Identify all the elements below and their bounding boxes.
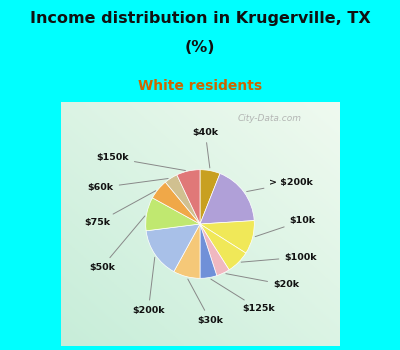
Wedge shape <box>165 175 200 224</box>
Text: White residents: White residents <box>138 79 262 93</box>
Text: $30k: $30k <box>188 279 223 324</box>
Text: $40k: $40k <box>192 128 218 168</box>
Text: > $200k: > $200k <box>247 178 313 191</box>
Wedge shape <box>200 224 246 270</box>
Text: $100k: $100k <box>241 253 317 262</box>
Wedge shape <box>174 224 200 278</box>
Text: $150k: $150k <box>96 153 186 170</box>
Text: City-Data.com: City-Data.com <box>238 114 302 123</box>
Text: $20k: $20k <box>226 274 299 289</box>
Wedge shape <box>200 224 229 276</box>
Wedge shape <box>177 170 200 224</box>
Wedge shape <box>200 170 220 224</box>
Wedge shape <box>152 182 200 224</box>
Wedge shape <box>200 224 217 278</box>
Text: $10k: $10k <box>255 216 316 237</box>
Wedge shape <box>146 224 200 272</box>
Wedge shape <box>200 174 254 224</box>
Text: $60k: $60k <box>88 178 168 192</box>
Text: $125k: $125k <box>211 279 275 313</box>
Text: $75k: $75k <box>84 191 156 227</box>
Text: $50k: $50k <box>89 216 145 272</box>
Text: $200k: $200k <box>132 257 165 315</box>
Text: (%): (%) <box>185 40 215 55</box>
Wedge shape <box>200 220 254 253</box>
Text: Income distribution in Krugerville, TX: Income distribution in Krugerville, TX <box>30 12 370 26</box>
Wedge shape <box>146 198 200 231</box>
